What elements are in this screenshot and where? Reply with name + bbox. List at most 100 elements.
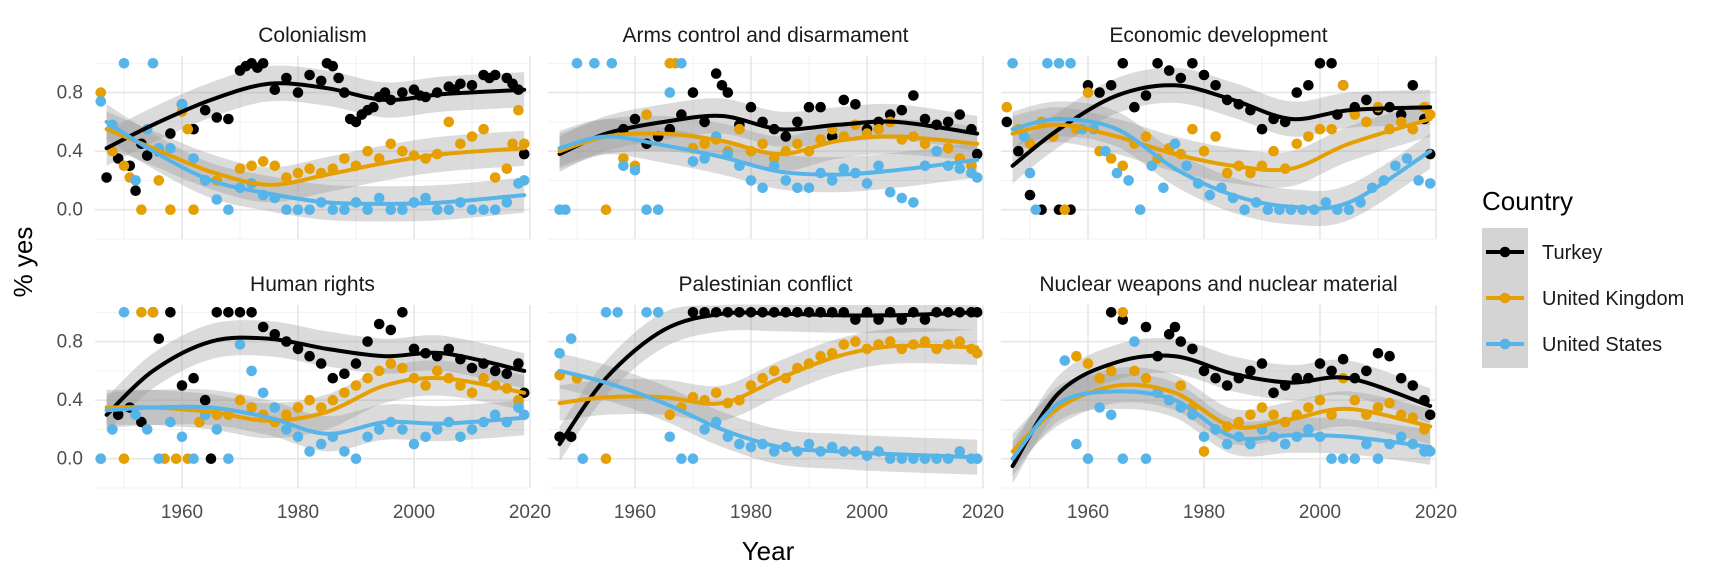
data-point [1018, 131, 1030, 142]
data-point [1395, 372, 1407, 384]
data-point [571, 58, 583, 69]
data-point [1361, 94, 1372, 106]
facet-title: Palestinian conflict [679, 273, 853, 296]
data-point [153, 453, 165, 465]
data-point [1105, 409, 1117, 421]
data-point [385, 204, 397, 215]
data-point [269, 160, 281, 172]
data-point [1337, 353, 1349, 365]
data-point [780, 175, 792, 186]
data-point [466, 131, 478, 142]
data-point [246, 365, 257, 377]
data-point [1221, 380, 1233, 391]
data-point [304, 446, 315, 457]
data-point [165, 416, 176, 428]
data-point [443, 116, 455, 128]
data-point [577, 453, 589, 465]
data-point [618, 160, 629, 172]
data-point [1105, 153, 1117, 164]
data-point [339, 446, 350, 457]
data-point [1152, 58, 1163, 69]
data-point [269, 402, 281, 413]
data-point [1303, 131, 1314, 142]
data-point [1361, 116, 1372, 128]
data-point [1117, 160, 1129, 172]
data-point [420, 431, 431, 443]
data-point [1187, 58, 1198, 69]
data-point [373, 365, 385, 377]
data-point [664, 409, 676, 421]
data-point [513, 402, 524, 413]
data-point [501, 163, 513, 174]
data-point [600, 204, 612, 215]
data-point [710, 68, 722, 79]
data-point [838, 339, 850, 350]
data-point [687, 156, 699, 167]
data-point [589, 58, 600, 69]
data-point [420, 192, 431, 204]
x-tick-label: 2000 [393, 502, 435, 523]
data-point [734, 123, 745, 135]
data-point [281, 172, 292, 183]
data-point [147, 58, 159, 69]
data-point [1169, 138, 1181, 150]
data-point [1071, 350, 1082, 362]
data-point [815, 101, 826, 113]
smooth-line [1010, 353, 1433, 468]
data-point [1210, 80, 1221, 91]
data-point [234, 163, 246, 174]
data-point [1291, 87, 1303, 98]
data-point [292, 402, 304, 413]
facet-title: Economic development [1109, 24, 1327, 47]
data-point [205, 453, 217, 465]
data-point [1117, 453, 1129, 465]
data-point [292, 431, 304, 443]
data-point [466, 387, 478, 399]
data-point [397, 362, 408, 374]
data-point [153, 175, 165, 186]
data-point [954, 109, 966, 120]
data-point [182, 123, 194, 135]
data-point [1413, 175, 1424, 186]
data-point [478, 372, 489, 384]
data-point [1239, 204, 1250, 215]
data-point [676, 58, 687, 69]
facet-title: Colonialism [258, 24, 367, 47]
legend-key-point [1499, 246, 1511, 258]
data-point [281, 72, 292, 84]
data-point [687, 453, 699, 465]
data-point [803, 438, 815, 450]
data-point [826, 131, 838, 142]
data-point [223, 307, 234, 318]
data-point [1314, 123, 1326, 135]
data-point [826, 175, 838, 186]
data-point [339, 368, 350, 380]
smooth-line [557, 113, 980, 157]
data-point [165, 204, 176, 215]
data-point [919, 138, 931, 150]
data-point [246, 307, 257, 318]
data-point [838, 163, 850, 174]
facet-title: Nuclear weapons and nuclear material [1039, 273, 1397, 296]
data-point [362, 204, 373, 215]
facet-panels: Colonialism 0.0 0.4 0.8 Arms control and dis… [57, 24, 1458, 523]
data-point [1424, 409, 1436, 421]
data-point [1407, 80, 1419, 91]
data-point [838, 94, 850, 106]
data-point [246, 160, 257, 172]
legend: Country Turkey United Kingdom United State… [1482, 186, 1684, 368]
data-point [664, 87, 676, 98]
data-point [850, 99, 861, 110]
y-tick-label: 0.0 [57, 200, 83, 221]
data-point [554, 348, 565, 359]
legend-label: Turkey [1542, 242, 1602, 264]
data-point [431, 365, 443, 377]
data-point [600, 453, 612, 465]
data-point [199, 394, 211, 406]
x-axis-title: Year [742, 536, 795, 566]
data-point [455, 138, 466, 150]
data-point [1314, 58, 1326, 69]
data-point [1268, 145, 1279, 157]
data-point [211, 194, 223, 205]
data-point [1181, 160, 1192, 172]
